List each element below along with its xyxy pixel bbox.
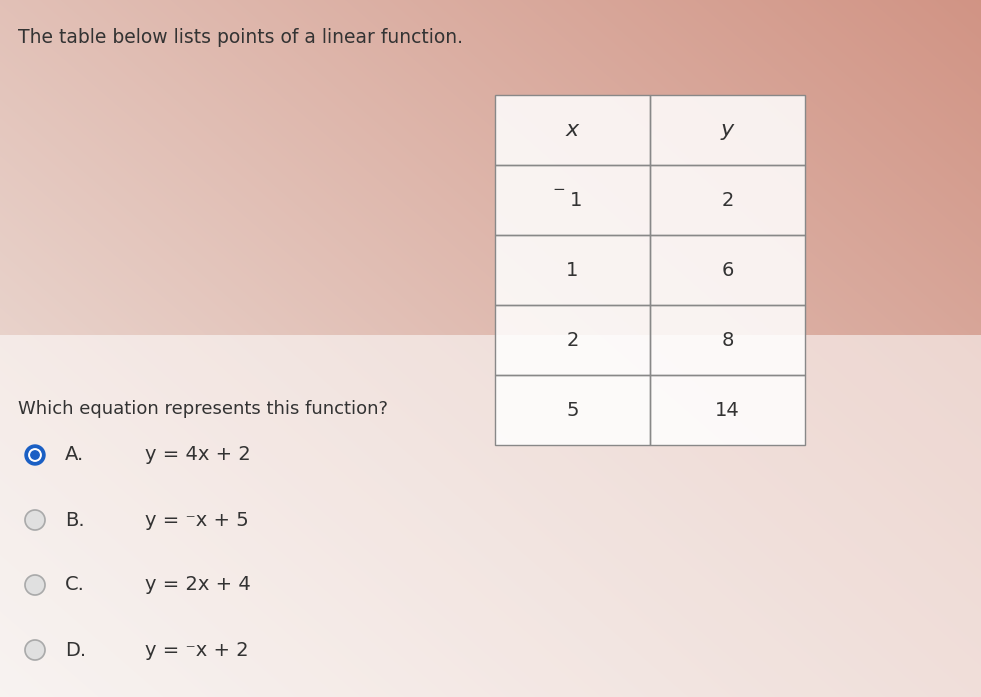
Bar bbox=[650, 95, 805, 165]
Bar bbox=[650, 375, 805, 445]
Text: 2: 2 bbox=[721, 190, 734, 210]
Text: 8: 8 bbox=[721, 330, 734, 349]
Text: y = 4x + 2: y = 4x + 2 bbox=[145, 445, 251, 464]
Circle shape bbox=[25, 640, 45, 660]
Bar bbox=[650, 165, 805, 235]
Text: 14: 14 bbox=[715, 401, 740, 420]
Text: y = ⁻x + 2: y = ⁻x + 2 bbox=[145, 641, 248, 659]
Text: y = 2x + 4: y = 2x + 4 bbox=[145, 576, 251, 595]
Bar bbox=[495, 165, 650, 235]
Text: x: x bbox=[566, 120, 579, 140]
Bar bbox=[495, 375, 650, 445]
Text: 5: 5 bbox=[566, 401, 579, 420]
Text: 1: 1 bbox=[570, 190, 583, 210]
Text: B.: B. bbox=[65, 510, 84, 530]
Circle shape bbox=[30, 451, 39, 459]
Text: 6: 6 bbox=[721, 261, 734, 279]
Text: y: y bbox=[721, 120, 734, 140]
Bar bbox=[650, 305, 805, 375]
Circle shape bbox=[25, 575, 45, 595]
Text: 2: 2 bbox=[566, 330, 579, 349]
Text: −: − bbox=[552, 183, 565, 197]
Text: y = ⁻x + 5: y = ⁻x + 5 bbox=[145, 510, 249, 530]
Bar bbox=[650, 235, 805, 305]
Text: The table below lists points of a linear function.: The table below lists points of a linear… bbox=[18, 28, 463, 47]
Circle shape bbox=[25, 510, 45, 530]
Bar bbox=[495, 235, 650, 305]
Bar bbox=[495, 95, 805, 445]
Text: D.: D. bbox=[65, 641, 86, 659]
Bar bbox=[495, 305, 650, 375]
Text: Which equation represents this function?: Which equation represents this function? bbox=[18, 400, 388, 418]
Bar bbox=[495, 95, 650, 165]
Text: A.: A. bbox=[65, 445, 84, 464]
Circle shape bbox=[25, 445, 45, 465]
Bar bbox=[0, 335, 981, 697]
Text: C.: C. bbox=[65, 576, 85, 595]
Circle shape bbox=[28, 449, 41, 461]
Text: 1: 1 bbox=[566, 261, 579, 279]
